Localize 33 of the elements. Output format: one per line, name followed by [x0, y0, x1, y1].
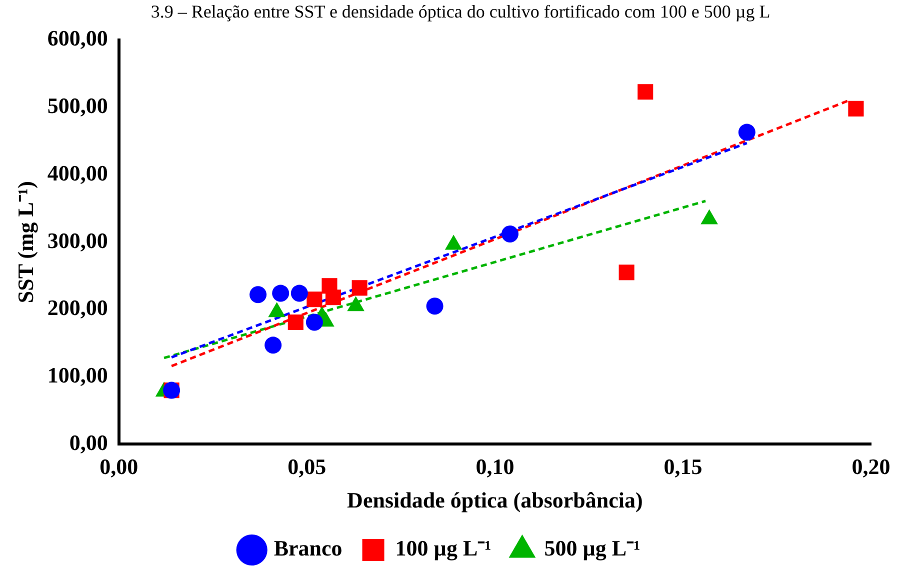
- y-tick-label: 500,00: [47, 93, 108, 118]
- x-tick-label: 0,15: [664, 454, 702, 480]
- y-tick-label: 0,00: [69, 430, 108, 455]
- legend-label: Branco: [274, 536, 342, 561]
- point: [738, 124, 756, 141]
- x-axis-title: Densidade óptica (absorbância): [347, 487, 643, 512]
- point: [426, 298, 444, 315]
- legend-label: 500 µg L⁻¹: [544, 536, 640, 561]
- point: [848, 100, 864, 116]
- point: [288, 314, 304, 330]
- y-tick-label: 100,00: [47, 362, 108, 388]
- y-axis-title: SST (mg L⁻¹): [12, 181, 38, 304]
- legend-label: 100 µg L⁻¹: [395, 536, 492, 561]
- point: [290, 284, 308, 302]
- x-tick-label: 0,00: [100, 454, 138, 480]
- y-tick-label: 400,00: [47, 160, 108, 186]
- point: [352, 280, 368, 296]
- x-tick-label: 0,20: [852, 454, 890, 480]
- point: [638, 84, 654, 100]
- y-tick-label: 200,00: [47, 295, 108, 320]
- x-tick-label: 0,10: [476, 454, 514, 480]
- y-tick-label: 600,00: [47, 26, 108, 51]
- point: [618, 264, 634, 280]
- y-tick-label: 300,00: [47, 228, 108, 253]
- point: [306, 292, 322, 308]
- point: [306, 314, 323, 331]
- point: [501, 226, 518, 243]
- point: [250, 286, 267, 304]
- x-tick-label: 0,05: [288, 454, 326, 480]
- chart-title: 3.9 – Relação entre SST e densidade óptica do cultivo fortificado com 100 e 500 µg L: [150, 2, 770, 22]
- point: [264, 336, 282, 354]
- point: [325, 290, 342, 306]
- point: [272, 284, 290, 302]
